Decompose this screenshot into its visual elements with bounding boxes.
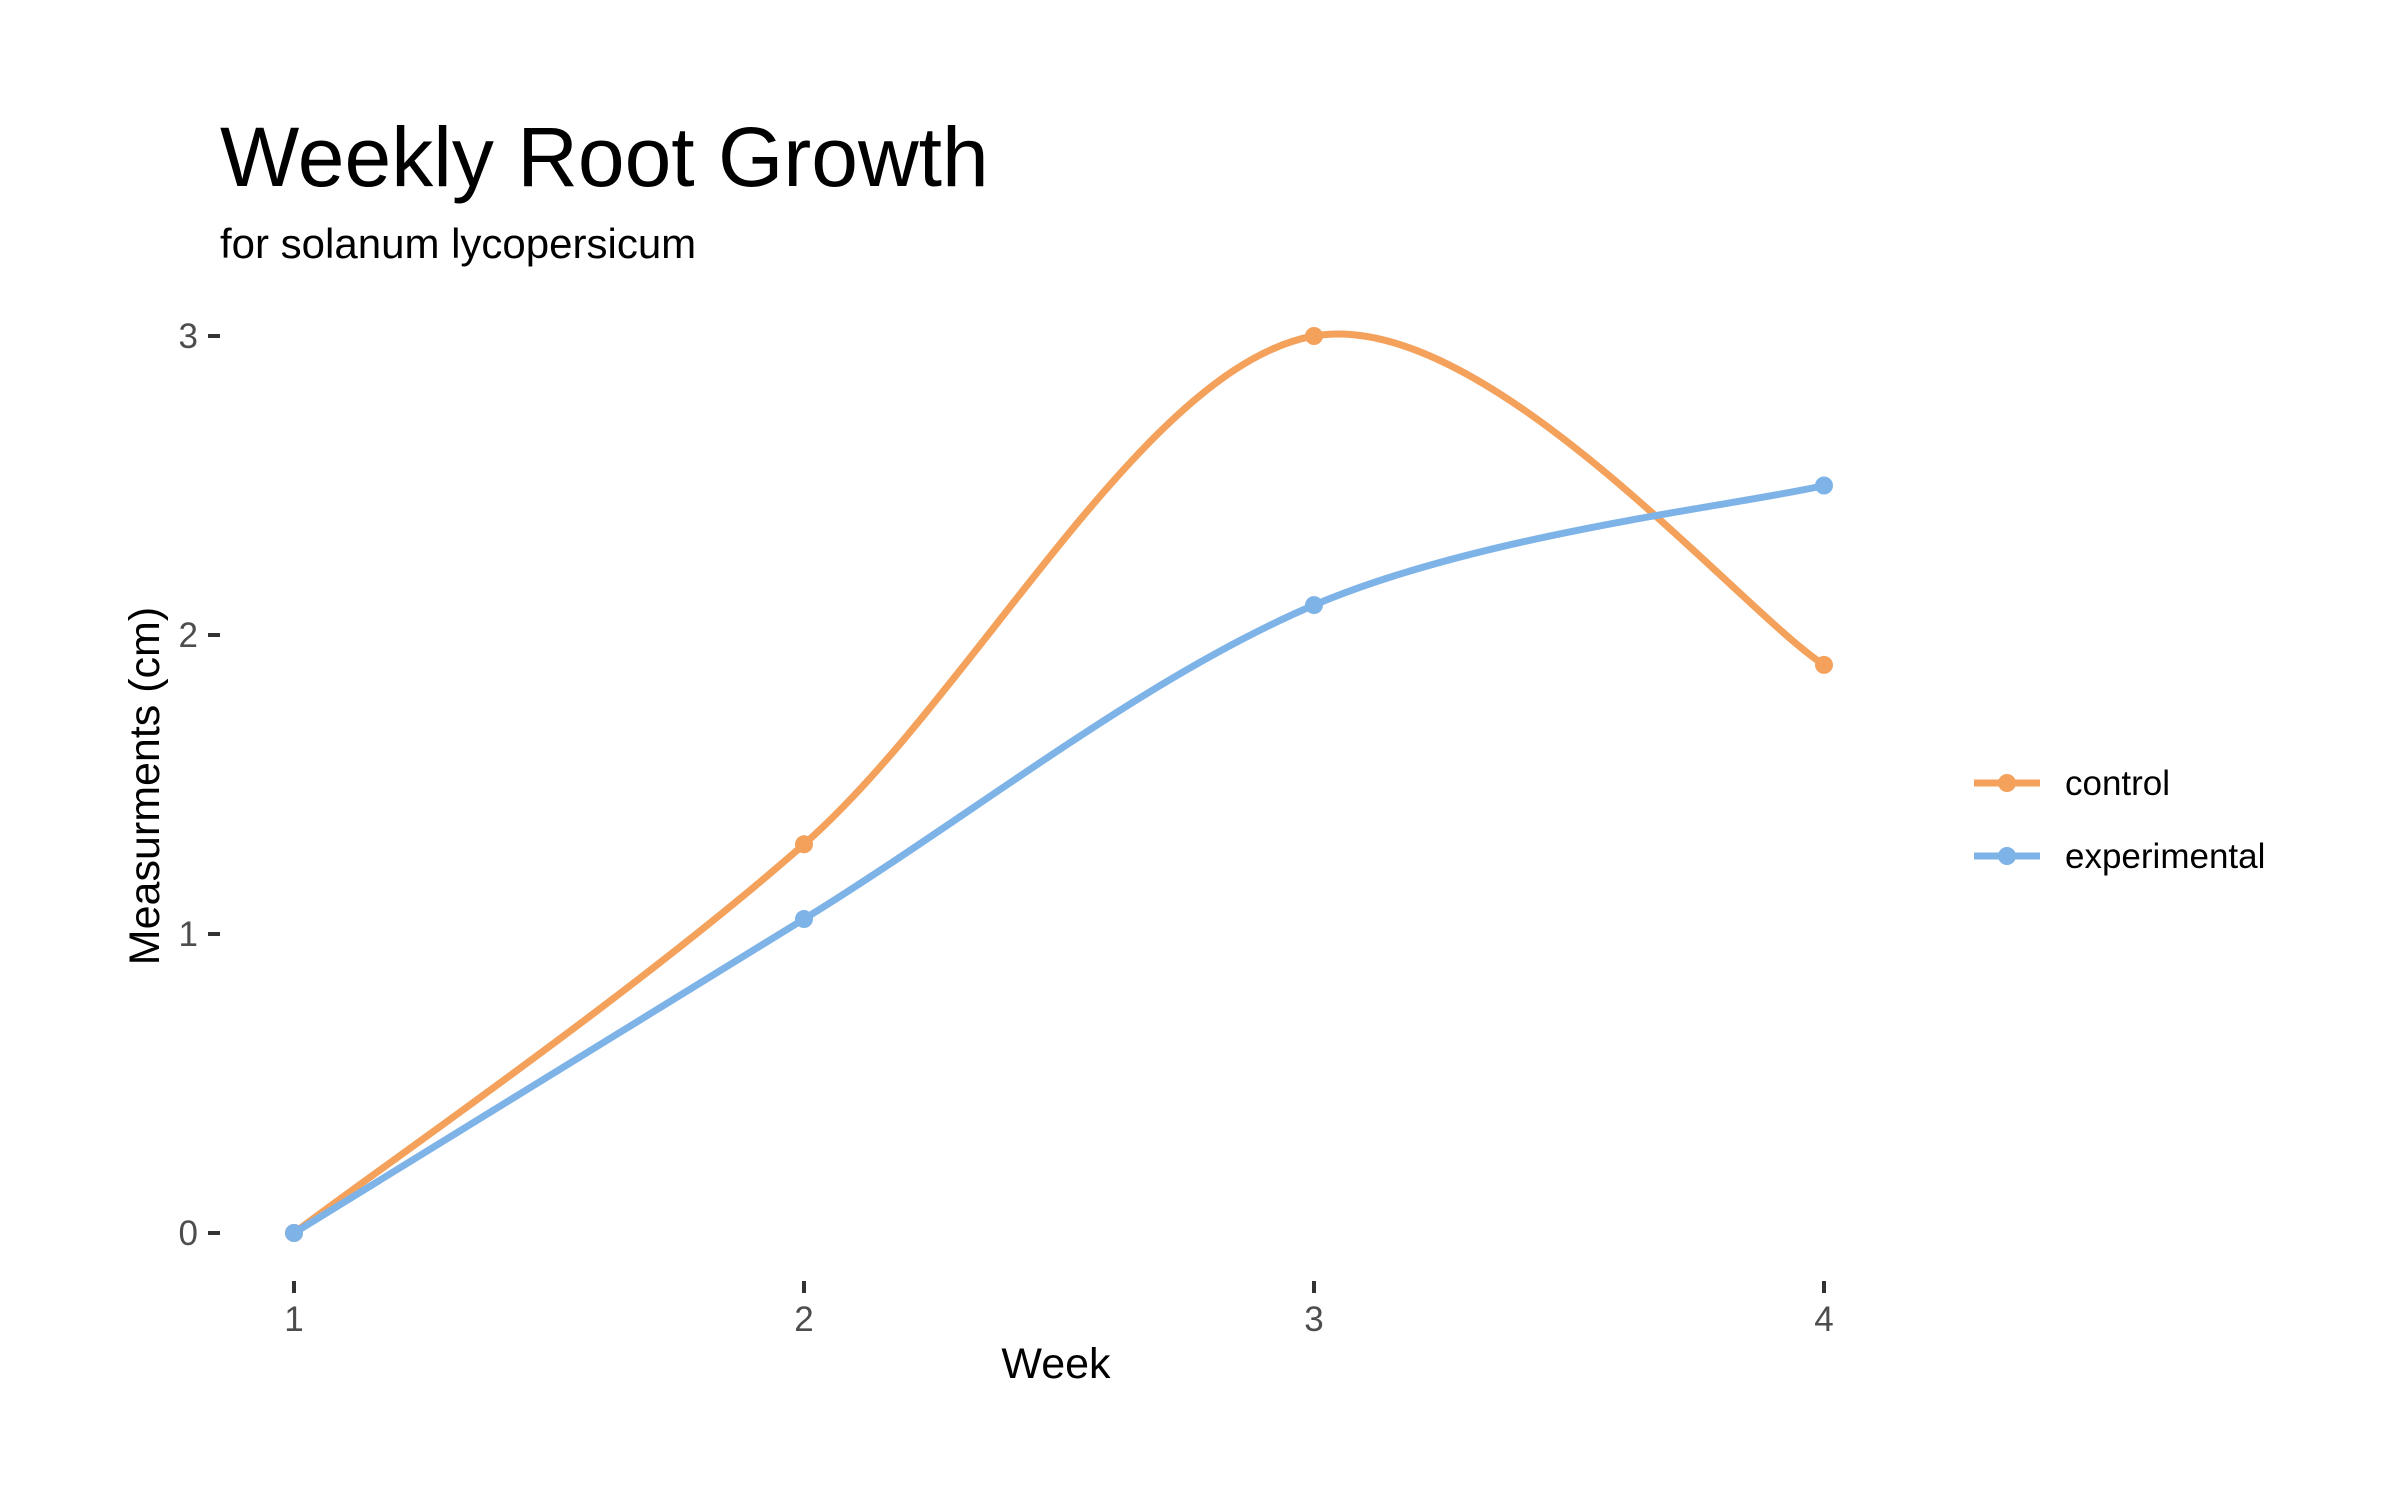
series-layer bbox=[285, 327, 1833, 1242]
x-axis-title: Week bbox=[1001, 1340, 1111, 1388]
data-point-experimental bbox=[285, 1224, 303, 1242]
x-tick-label: 3 bbox=[1304, 1300, 1323, 1339]
chart-subtitle: for solanum lycopersicum bbox=[220, 220, 696, 267]
series-line-experimental bbox=[292, 482, 1825, 1236]
chart-title: Weekly Root Growth bbox=[220, 110, 989, 204]
data-point-experimental bbox=[795, 910, 813, 929]
y-axis-title: Measurments (cm) bbox=[121, 607, 169, 965]
data-point-experimental bbox=[1815, 476, 1833, 495]
legend-label-experimental: experimental bbox=[2065, 837, 2265, 876]
legend: control experimental bbox=[1974, 764, 2265, 876]
x-tick-label: 2 bbox=[794, 1300, 813, 1339]
x-tick-label: 4 bbox=[1814, 1300, 1833, 1339]
y-tick-label: 0 bbox=[179, 1214, 198, 1253]
legend-key-point-control bbox=[1998, 774, 2016, 792]
y-tick-label: 3 bbox=[179, 317, 198, 356]
legend-label-control: control bbox=[2065, 764, 2170, 803]
data-point-control bbox=[795, 835, 813, 854]
x-axis: 1 2 3 4 bbox=[284, 1281, 1834, 1339]
y-tick-label: 1 bbox=[179, 915, 198, 954]
y-axis: 0 1 2 3 bbox=[179, 317, 220, 1253]
data-point-control bbox=[1815, 655, 1833, 674]
x-tick-label: 1 bbox=[284, 1300, 303, 1339]
y-tick-label: 2 bbox=[179, 616, 198, 655]
series-line-control bbox=[291, 330, 1826, 1236]
data-point-control bbox=[1305, 327, 1323, 345]
data-point-experimental bbox=[1305, 596, 1323, 615]
legend-key-point-experimental bbox=[1998, 847, 2016, 865]
